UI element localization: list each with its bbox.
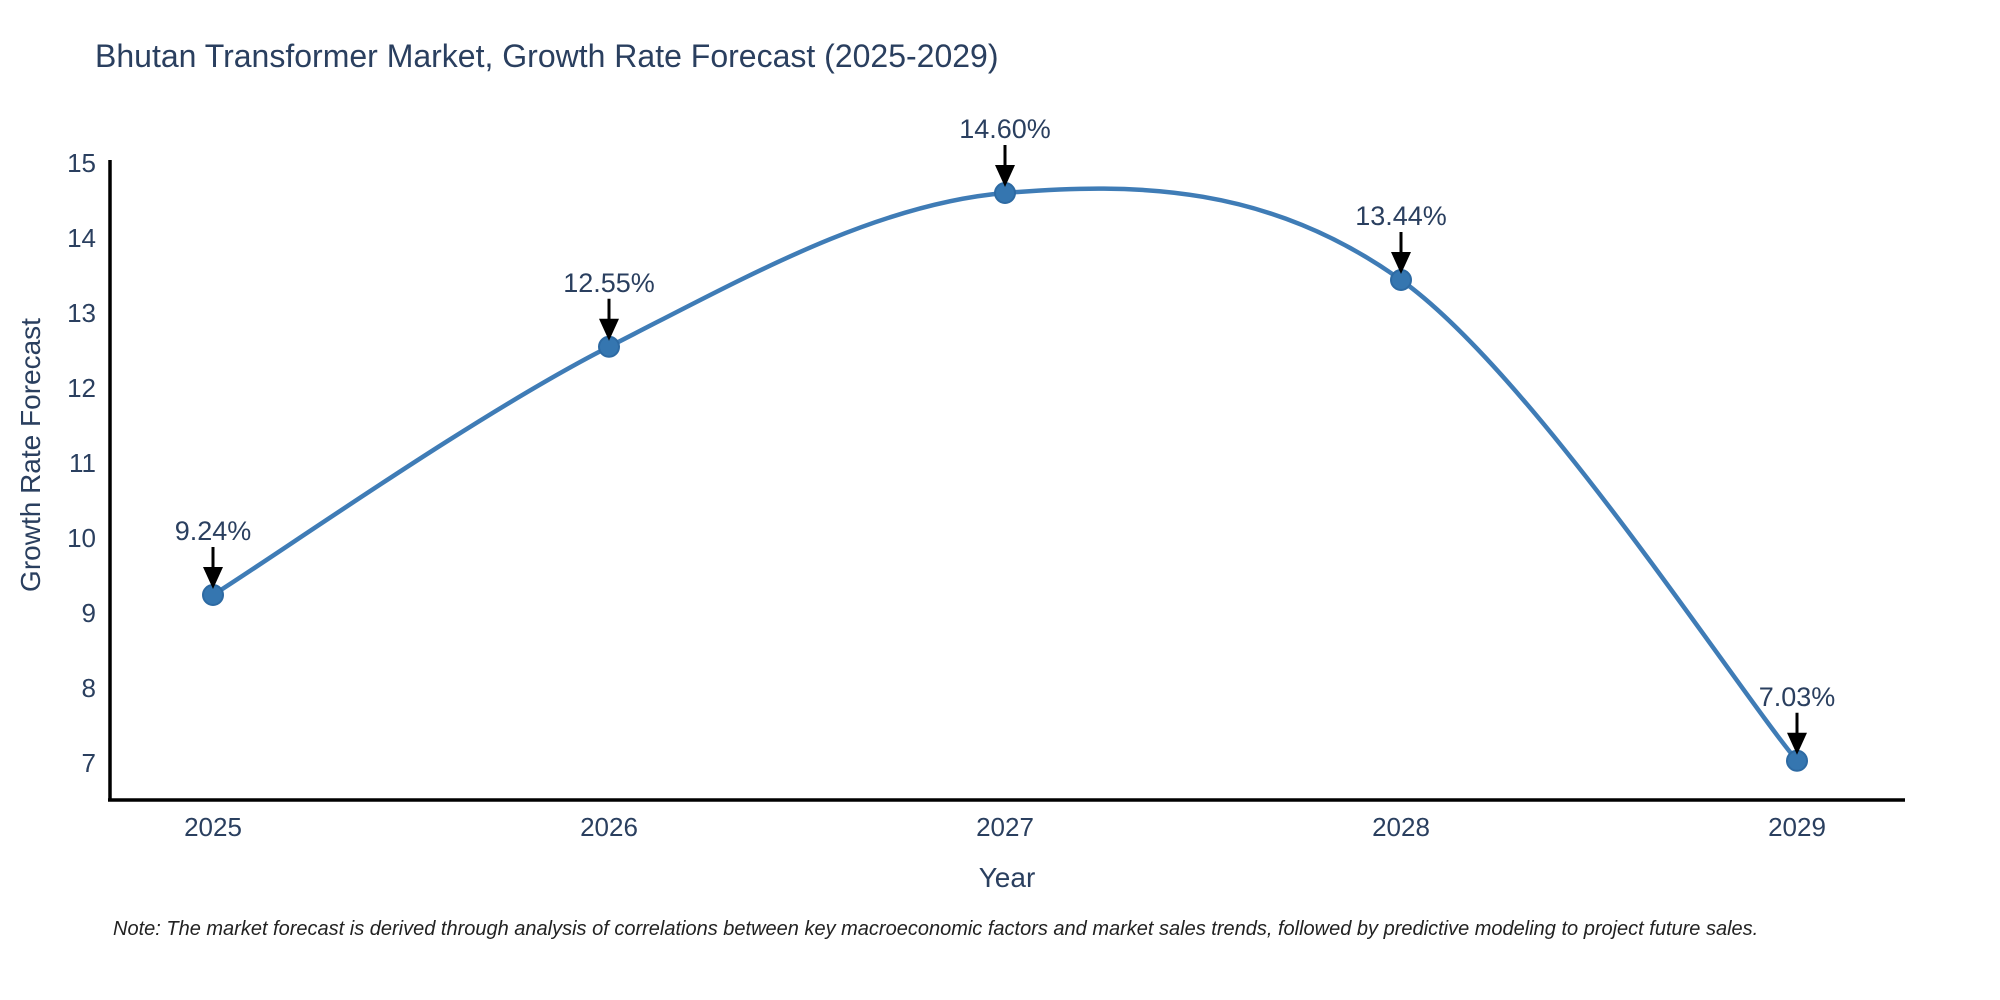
y-tick-label: 10: [67, 523, 96, 553]
point-annotation-label: 12.55%: [563, 268, 655, 298]
x-axis-title: Year: [978, 862, 1036, 893]
annotation-arrowhead-icon: [1391, 252, 1411, 274]
annotation-arrowhead-icon: [203, 567, 223, 589]
y-tick-label: 12: [67, 373, 96, 403]
point-annotation-label: 13.44%: [1355, 201, 1447, 231]
annotation-arrowhead-icon: [995, 165, 1015, 187]
x-tick-label: 2028: [1372, 812, 1430, 842]
y-tick-label: 7: [82, 748, 96, 778]
chart-title: Bhutan Transformer Market, Growth Rate F…: [95, 38, 999, 74]
y-tick-label: 14: [67, 223, 96, 253]
x-tick-label: 2027: [976, 812, 1034, 842]
footnote: Note: The market forecast is derived thr…: [113, 918, 1759, 940]
annotation-arrowhead-icon: [1787, 732, 1807, 755]
point-annotation-label: 7.03%: [1759, 682, 1836, 712]
y-tick-label: 11: [69, 448, 96, 478]
y-axis-title: Growth Rate Forecast: [15, 318, 46, 592]
annotation-arrowhead-icon: [599, 318, 619, 341]
x-tick-label: 2026: [580, 812, 638, 842]
x-tick-label: 2029: [1768, 812, 1826, 842]
trend-line: [210, 186, 1800, 763]
point-annotation-label: 14.60%: [959, 114, 1051, 144]
point-annotation-label: 9.24%: [175, 516, 252, 546]
y-tick-label: 8: [82, 673, 96, 703]
y-tick-label: 13: [67, 298, 96, 328]
x-tick-label: 2025: [184, 812, 242, 842]
y-tick-label: 15: [67, 148, 96, 178]
y-tick-label: 9: [82, 598, 96, 628]
